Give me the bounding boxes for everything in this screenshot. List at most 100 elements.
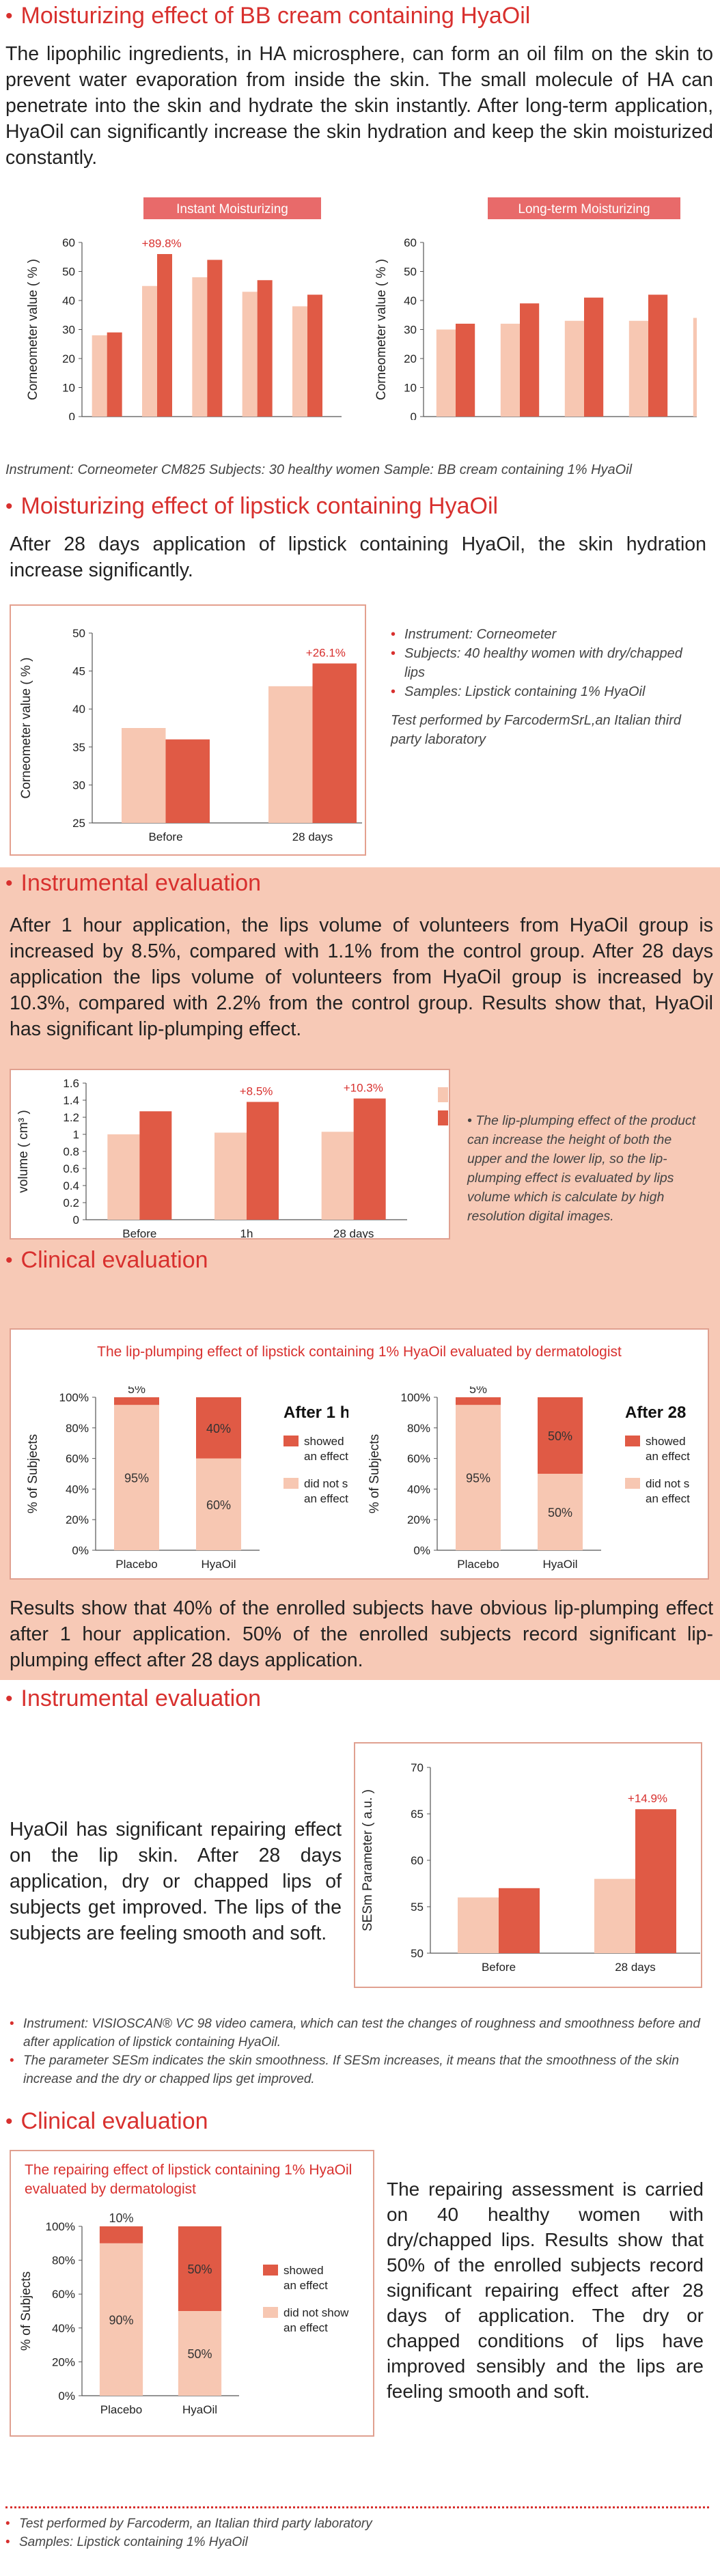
stacked-bar-segment — [456, 1397, 501, 1405]
legend-swatch — [438, 1110, 448, 1125]
y-tick-label: 10 — [62, 382, 75, 395]
after-28-days-chart: After 28 days 0% 20% 40% 60% 80% 100% % of Subj… — [368, 1386, 690, 1571]
bar-placebo — [693, 318, 697, 417]
legend-swatch — [625, 1478, 640, 1489]
x-tick-label: HyaOil — [182, 2403, 217, 2416]
y-tick-label: 80% — [407, 1422, 430, 1435]
y-tick-label: 25 — [72, 817, 85, 830]
legend-label: HyaOil — [608, 1985, 643, 1986]
y-tick-label: 20% — [66, 1513, 89, 1526]
footer-item: Test performed by Farcoderm, an Italian … — [5, 2515, 702, 2533]
bar-placebo — [142, 285, 157, 417]
note-item: Samples: Lipstick containing 1% HyaOil — [391, 682, 705, 701]
percent-annotation: +8.5% — [240, 1085, 273, 1098]
chart-subtitle: After 1 hour — [283, 1403, 348, 1422]
bullet-icon: • — [5, 1248, 13, 1272]
y-axis-label: % of Subjects — [368, 1434, 382, 1513]
y-tick-label: 50 — [62, 266, 75, 279]
legend-label: an effect — [304, 1492, 348, 1505]
section-heading-lipstick: • Moisturizing effect of lipstick contain… — [5, 493, 498, 520]
section-heading-clinical: • Clinical evaluation — [5, 1247, 208, 1274]
bar-placebo — [321, 1132, 354, 1220]
y-axis-label: SESm Parameter ( a.u. ) — [361, 1789, 375, 1931]
percent-annotation: +89.8% — [142, 237, 182, 250]
bar-placebo — [564, 320, 584, 417]
bar-placebo — [214, 1132, 247, 1220]
y-tick-label: 40 — [404, 294, 417, 307]
stacked-bar-segment — [538, 1474, 583, 1550]
y-tick-label: 0.4 — [63, 1179, 79, 1192]
section-title: Instrumental evaluation — [20, 1685, 262, 1711]
y-tick-label: 0% — [58, 2390, 75, 2403]
x-tick-label: 28 days — [333, 1227, 374, 1238]
y-axis-label: Corneometer value ( % ) — [374, 259, 389, 400]
segment-label: 10% — [109, 2213, 133, 2225]
stacked-bar-segment — [196, 1458, 241, 1550]
stacked-bar-segment — [114, 1405, 159, 1550]
y-tick-label: 20 — [62, 352, 75, 365]
y-tick-label: 60 — [62, 236, 75, 249]
legend-label: did not show — [283, 2306, 349, 2319]
lipstick-description: After 28 days application of lipstick co… — [10, 533, 706, 581]
chart-title: Instant Moisturizing — [176, 202, 288, 216]
bar-hyaoil — [165, 739, 210, 823]
y-tick-label: 0.8 — [63, 1145, 79, 1158]
repair-box-title: The repairing effect of lipstick contain… — [25, 2162, 352, 2197]
lip-plumping-results: Results show that 40% of the enrolled su… — [10, 1597, 713, 1671]
y-tick-label: 40 — [62, 294, 75, 307]
segment-label: 95% — [466, 1472, 490, 1485]
y-tick-label: 50 — [404, 266, 417, 279]
section-heading-instrumental-2: • Instrumental evaluation — [5, 1685, 261, 1712]
legend-swatch — [283, 1478, 299, 1489]
bar-hyaoil — [247, 1102, 279, 1220]
y-tick-label: 100% — [59, 1391, 89, 1404]
segment-label: 90% — [109, 2313, 133, 2327]
bar-hyaoil — [312, 663, 357, 823]
percent-annotation: +14.9% — [628, 1792, 667, 1805]
y-tick-label: 10 — [404, 382, 417, 395]
y-axis-label: Corneometer value ( % ) — [26, 259, 40, 400]
y-tick-label: 60% — [407, 1453, 430, 1466]
bar-placebo — [500, 324, 520, 417]
y-tick-label: 0 — [411, 410, 417, 420]
legend-swatch — [625, 1436, 640, 1446]
y-tick-label: 40 — [72, 703, 85, 716]
y-tick-label: 80% — [52, 2254, 75, 2267]
segment-label: 50% — [548, 1506, 572, 1520]
section-heading-bb-cream: • Moisturizing effect of BB cream contain… — [5, 3, 530, 29]
y-tick-label: 20% — [407, 1513, 430, 1526]
y-tick-label: 70 — [411, 1761, 424, 1774]
bar-placebo — [436, 329, 456, 417]
legend-label: an effect — [283, 2279, 328, 2292]
bar-placebo — [122, 728, 166, 823]
segment-label: 95% — [124, 1472, 149, 1485]
y-tick-label: 50 — [411, 1947, 424, 1960]
y-tick-label: 60 — [404, 236, 417, 249]
chart-title: Long-term Moisturizing — [518, 202, 650, 216]
y-tick-label: 40% — [407, 1483, 430, 1496]
note-item: Subjects: 40 healthy women with dry/chap… — [391, 644, 705, 682]
x-tick-label: Placebo — [100, 2403, 142, 2416]
bar-hyaoil — [584, 297, 604, 417]
repair-assessment-text: The repairing assessment is carried on 4… — [387, 2179, 704, 2402]
bar-placebo — [458, 1897, 499, 1953]
stacked-bar-segment — [99, 2226, 143, 2243]
legend-swatch — [263, 2265, 278, 2276]
section-heading-clinical-2: • Clinical evaluation — [5, 2108, 208, 2135]
bullet-icon: • — [5, 1687, 13, 1710]
y-axis-label: % of Subjects — [19, 2271, 33, 2351]
bar-hyaoil — [635, 1809, 676, 1953]
y-tick-label: 20% — [52, 2355, 75, 2368]
stacked-bar-segment — [114, 1397, 159, 1405]
instrument-note: Instrument: Corneometer CM825 Subjects: … — [5, 462, 633, 477]
x-tick-label: Before — [122, 1227, 156, 1238]
section-title: Moisturizing effect of lipstick containi… — [20, 493, 499, 519]
y-tick-label: 60% — [66, 1453, 89, 1466]
segment-label: 60% — [206, 1498, 231, 1512]
footer-divider — [5, 2506, 709, 2508]
legend-label: did not show — [646, 1477, 690, 1490]
stacked-bar-segment — [538, 1397, 583, 1474]
test-note: Test performed by FarcodermSrL,an Italia… — [391, 713, 682, 747]
note-item: The parameter SESm indicates the skin sm… — [10, 2052, 706, 2088]
x-tick-label: HyaOil — [201, 1558, 236, 1571]
